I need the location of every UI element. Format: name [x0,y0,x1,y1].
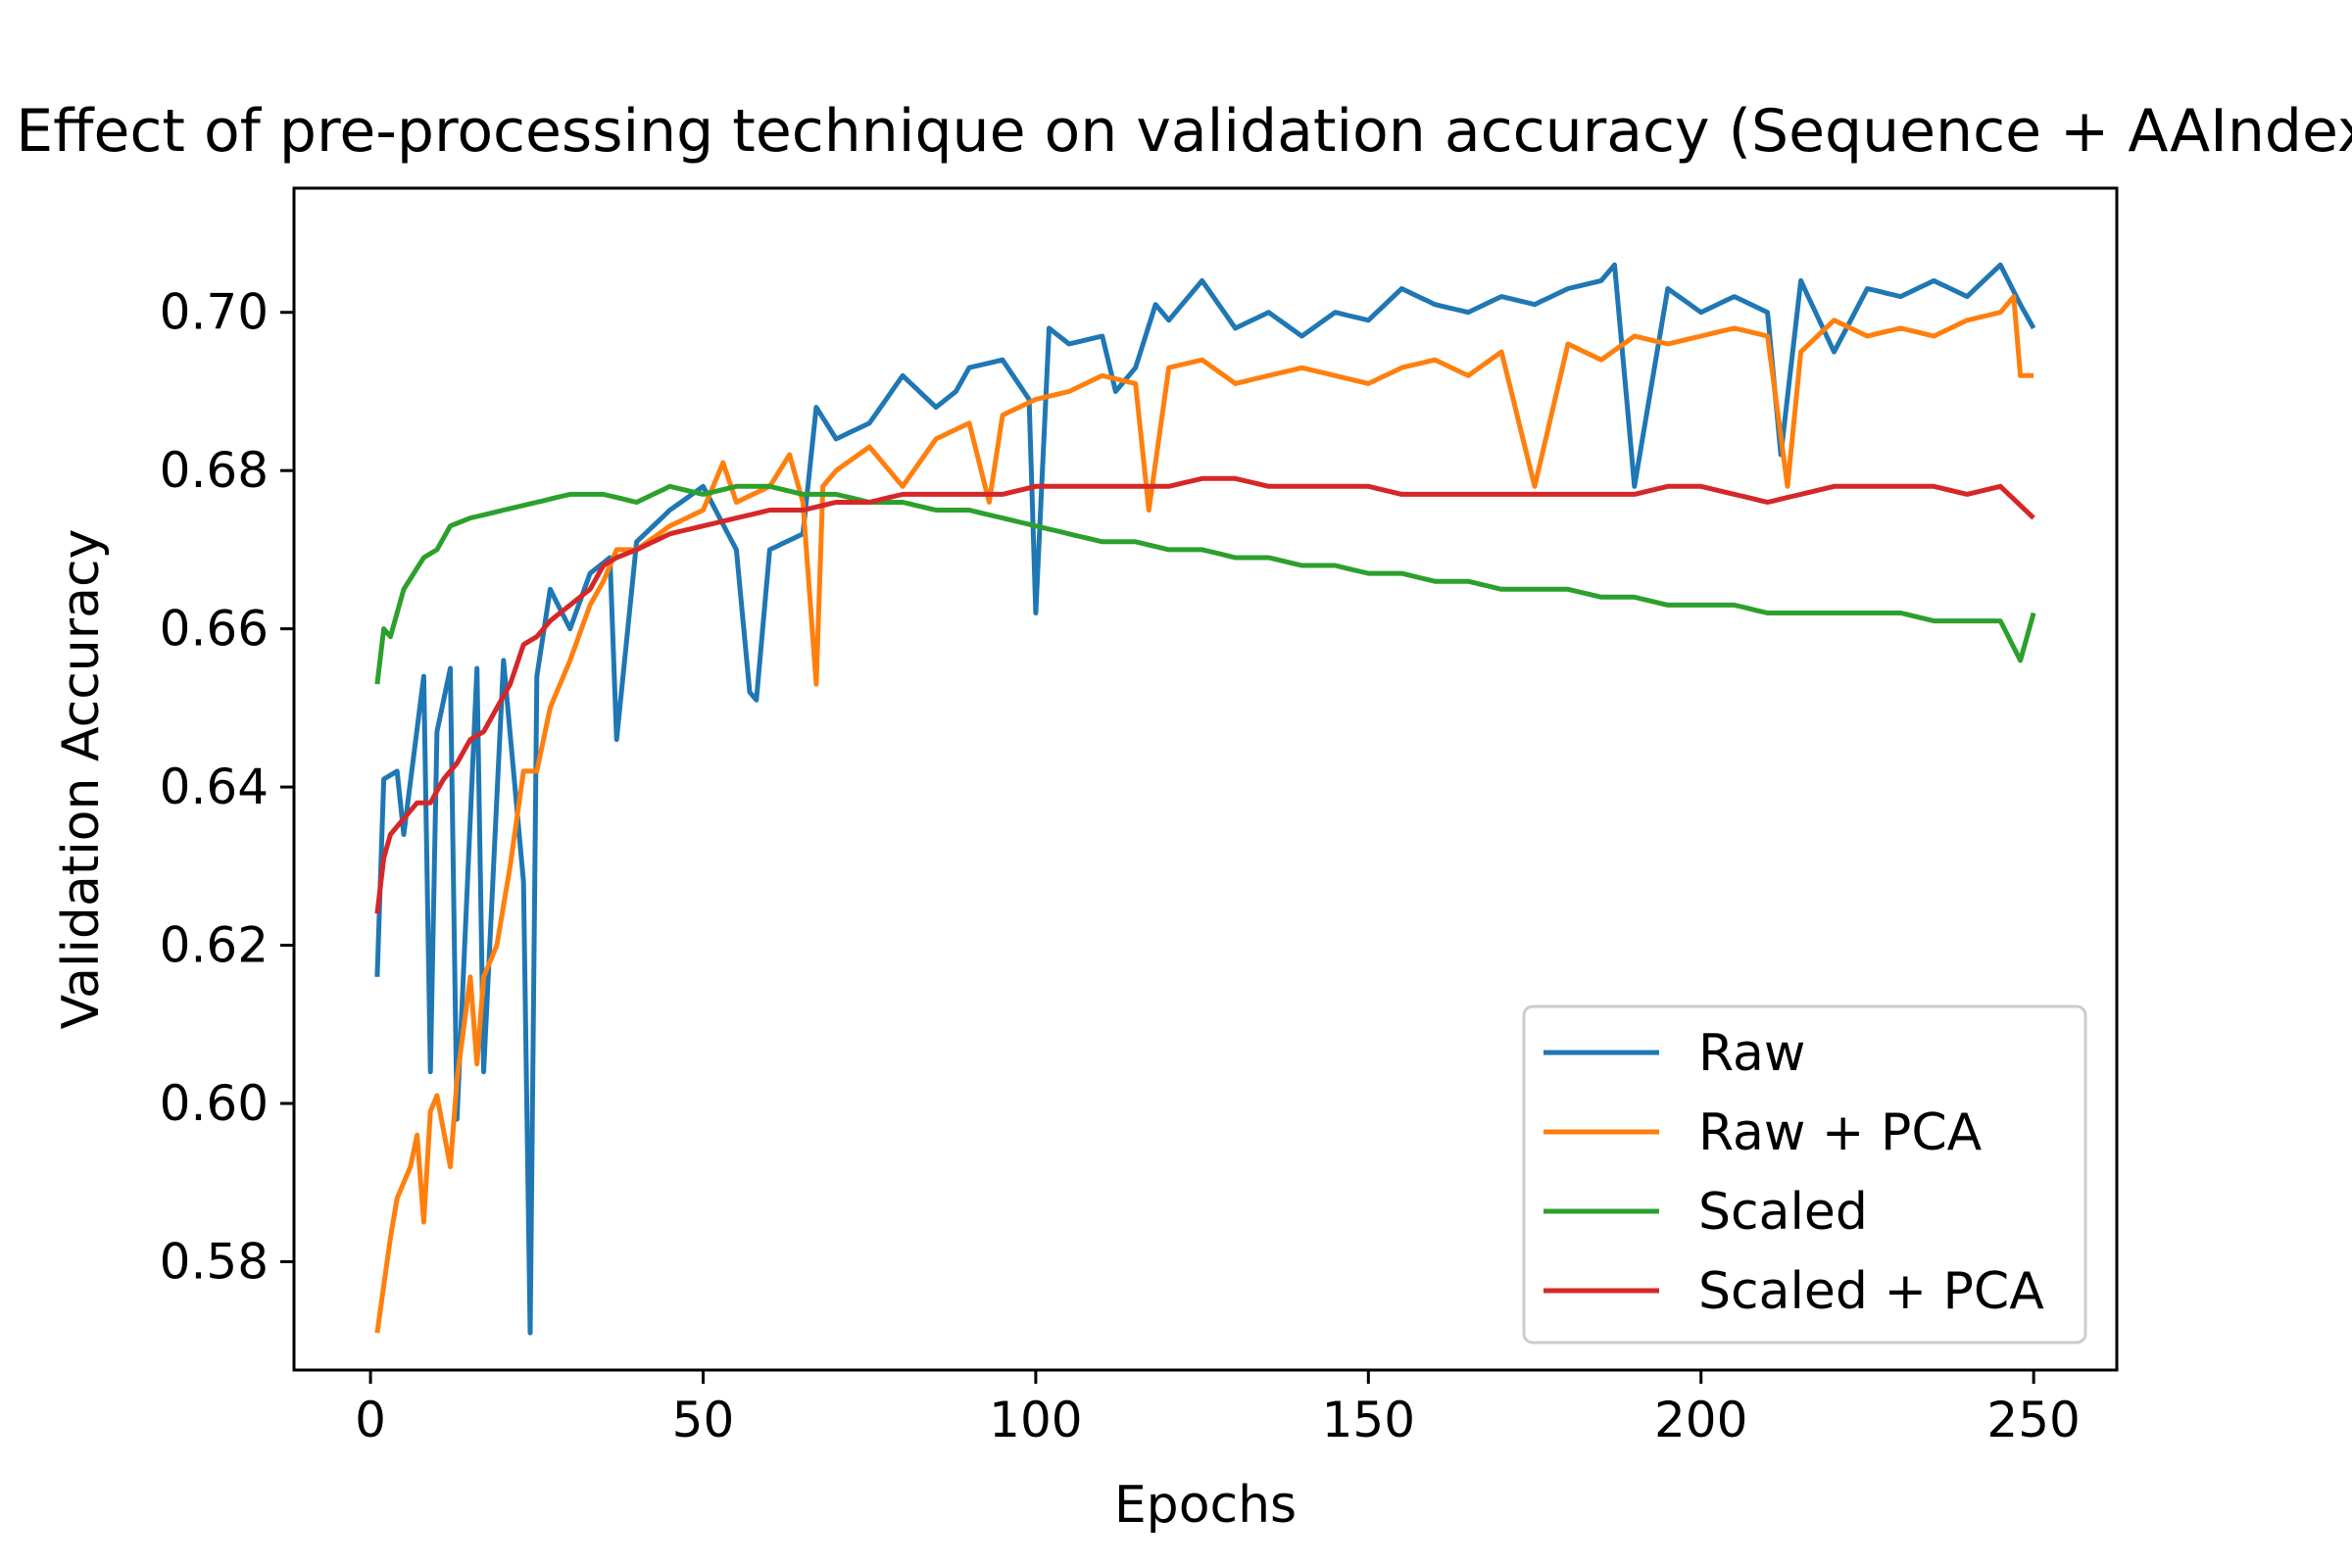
series-line-scaled [374,483,2036,685]
x-tick-label: 250 [1986,1392,2080,1448]
y-tick-label: 0.66 [160,601,269,658]
plot-area [292,186,2119,1372]
y-axis-ticks: 0.58 0.60 0.62 0.64 0.66 0.68 0.70 [160,284,294,1290]
y-tick-label: 0.64 [160,759,269,815]
y-tick-label: 0.60 [160,1075,269,1132]
plot-frame [292,186,2119,1372]
legend: Raw Raw + PCA Scaled Scaled + PCA [1522,1004,2087,1345]
y-tick-label: 0.68 [160,442,269,499]
legend-box [1522,1004,2087,1345]
legend-label: Raw [1698,1024,1805,1083]
x-tick-label: 100 [989,1392,1082,1448]
x-axis-label: Epochs [1114,1476,1297,1535]
legend-label: Raw + PCA [1698,1103,1983,1162]
x-tick-label: 0 [355,1392,386,1448]
series-line-raw-pca [374,294,2034,1334]
chart-title: Effect of pre-processing technique on va… [16,97,2352,166]
legend-items: Raw Raw + PCA Scaled Scaled + PCA [1544,1024,2044,1321]
x-tick-label: 150 [1322,1392,1415,1448]
y-tick-label: 0.62 [160,917,269,974]
x-tick-label: 200 [1654,1392,1747,1448]
x-axis-ticks: 0 50 100 150 200 250 [355,1370,2081,1448]
legend-label: Scaled [1698,1183,1868,1242]
series-line-raw [374,262,2036,1336]
series-layer [374,262,2036,1336]
x-tick-label: 50 [672,1392,735,1448]
y-tick-label: 0.70 [160,284,269,341]
y-axis-label: Validation Accuracy [52,529,111,1030]
series-line-scaled-pca [374,475,2035,914]
legend-label: Scaled + PCA [1698,1262,2044,1321]
y-tick-label: 0.58 [160,1233,269,1290]
